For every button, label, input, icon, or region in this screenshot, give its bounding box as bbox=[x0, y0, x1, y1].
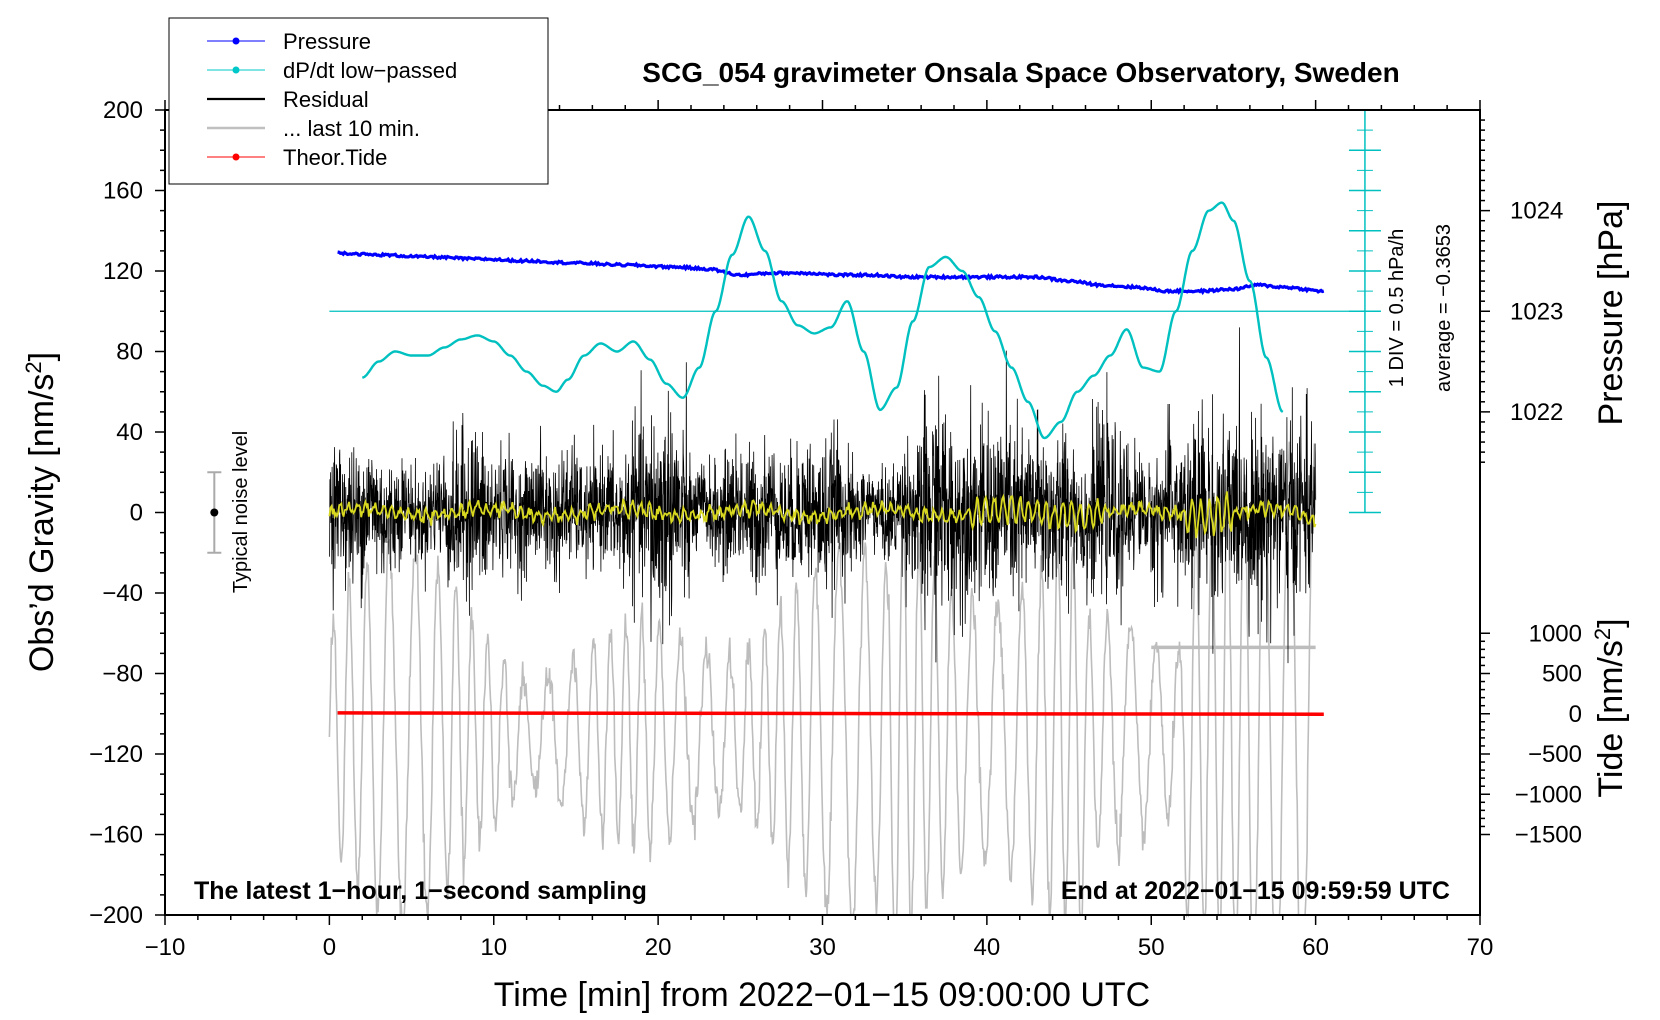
legend-marker bbox=[232, 153, 240, 161]
x-tick-label: 30 bbox=[809, 934, 836, 961]
y-tick-label: 120 bbox=[103, 258, 143, 285]
pressure-trace bbox=[337, 250, 1325, 296]
legend-item: dP/dt low−passed bbox=[207, 58, 457, 83]
pressure-line bbox=[337, 250, 1325, 296]
legend-label: dP/dt low−passed bbox=[283, 58, 457, 83]
tide-tick-label: −1000 bbox=[1515, 781, 1582, 808]
y-tick-label: 160 bbox=[103, 178, 143, 205]
tide-tick-label: −1500 bbox=[1515, 822, 1582, 849]
dpdt-average-label: average = −0.3653 bbox=[1433, 224, 1455, 392]
sampling-annotation: The latest 1−hour, 1−second sampling bbox=[194, 877, 647, 905]
theoretical-tide-trace bbox=[337, 711, 1324, 716]
y-tick-label: −40 bbox=[102, 580, 143, 607]
noise-level-label: Typical noise level bbox=[230, 431, 252, 593]
smoothed-residual-trace bbox=[328, 491, 1317, 539]
smoothed-line bbox=[328, 491, 1317, 539]
pressure-tick-label: 1022 bbox=[1510, 399, 1563, 426]
pressure-tick-label: 1024 bbox=[1510, 198, 1563, 225]
x-axis-title: Time [min] from 2022−01−15 09:00:00 UTC bbox=[494, 976, 1150, 1014]
x-tick-label: −10 bbox=[145, 934, 186, 961]
auxiliary-marks bbox=[207, 109, 1381, 554]
y-tick-label: 200 bbox=[103, 97, 143, 124]
y-tick-label: 40 bbox=[116, 419, 143, 446]
y-tick-label: −160 bbox=[89, 822, 143, 849]
dpdt-scale-label: 1 DIV = 0.5 hPa/h bbox=[1386, 229, 1408, 387]
y-tick-label: −120 bbox=[89, 741, 143, 768]
tide-tick-label: 0 bbox=[1569, 701, 1582, 728]
x-tick-label: 20 bbox=[645, 934, 672, 961]
pressure-axis-title: Pressure [hPa] bbox=[1592, 201, 1630, 426]
legend-marker bbox=[232, 37, 240, 45]
x-tick-label: 50 bbox=[1138, 934, 1165, 961]
y-axis-title: Obs’d Gravity [nm/s2] bbox=[21, 352, 61, 672]
y-tick-label: 0 bbox=[130, 500, 143, 527]
legend-item: Pressure bbox=[207, 29, 371, 54]
x-tick-label: 0 bbox=[323, 934, 336, 961]
tide-line bbox=[337, 711, 1324, 716]
legend-label: ... last 10 min. bbox=[283, 116, 420, 141]
y-tick-label: −200 bbox=[89, 902, 143, 929]
pressure-tick-label: 1023 bbox=[1510, 298, 1563, 325]
tide-axis-title: Tide [nm/s2] bbox=[1590, 618, 1630, 797]
legend-marker bbox=[232, 66, 240, 74]
chart-title: SCG_054 gravimeter Onsala Space Observat… bbox=[642, 57, 1399, 88]
x-tick-label: 70 bbox=[1467, 934, 1494, 961]
legend: Pressure dP/dt low−passed Residual ... last… bbox=[168, 17, 549, 185]
legend-label: Pressure bbox=[283, 29, 371, 54]
noise-bar-dot bbox=[210, 508, 219, 517]
legend-item: Residual bbox=[207, 87, 369, 112]
end-time-annotation: End at 2022−01−15 09:59:59 UTC bbox=[1061, 877, 1450, 905]
legend-label: Theor.Tide bbox=[283, 145, 387, 170]
y-tick-label: 80 bbox=[116, 339, 143, 366]
tide-tick-label: 1000 bbox=[1529, 620, 1582, 647]
axes: −10 0 10 20 30 40 50 60 70 200 160 120 80 40 0 −40 −80 −1… bbox=[89, 97, 1582, 961]
dpdt-line bbox=[361, 201, 1284, 440]
legend-box bbox=[168, 17, 549, 185]
legend-label: Residual bbox=[283, 87, 369, 112]
x-tick-label: 40 bbox=[974, 934, 1001, 961]
dpdt-trace bbox=[329, 201, 1365, 440]
tide-tick-label: 500 bbox=[1542, 661, 1582, 688]
tide-tick-label: −500 bbox=[1528, 741, 1582, 768]
legend-item: Theor.Tide bbox=[207, 145, 387, 170]
legend-item: ... last 10 min. bbox=[207, 116, 420, 141]
x-tick-label: 60 bbox=[1302, 934, 1329, 961]
x-tick-label: 10 bbox=[480, 934, 507, 961]
y-tick-label: −80 bbox=[102, 661, 143, 688]
